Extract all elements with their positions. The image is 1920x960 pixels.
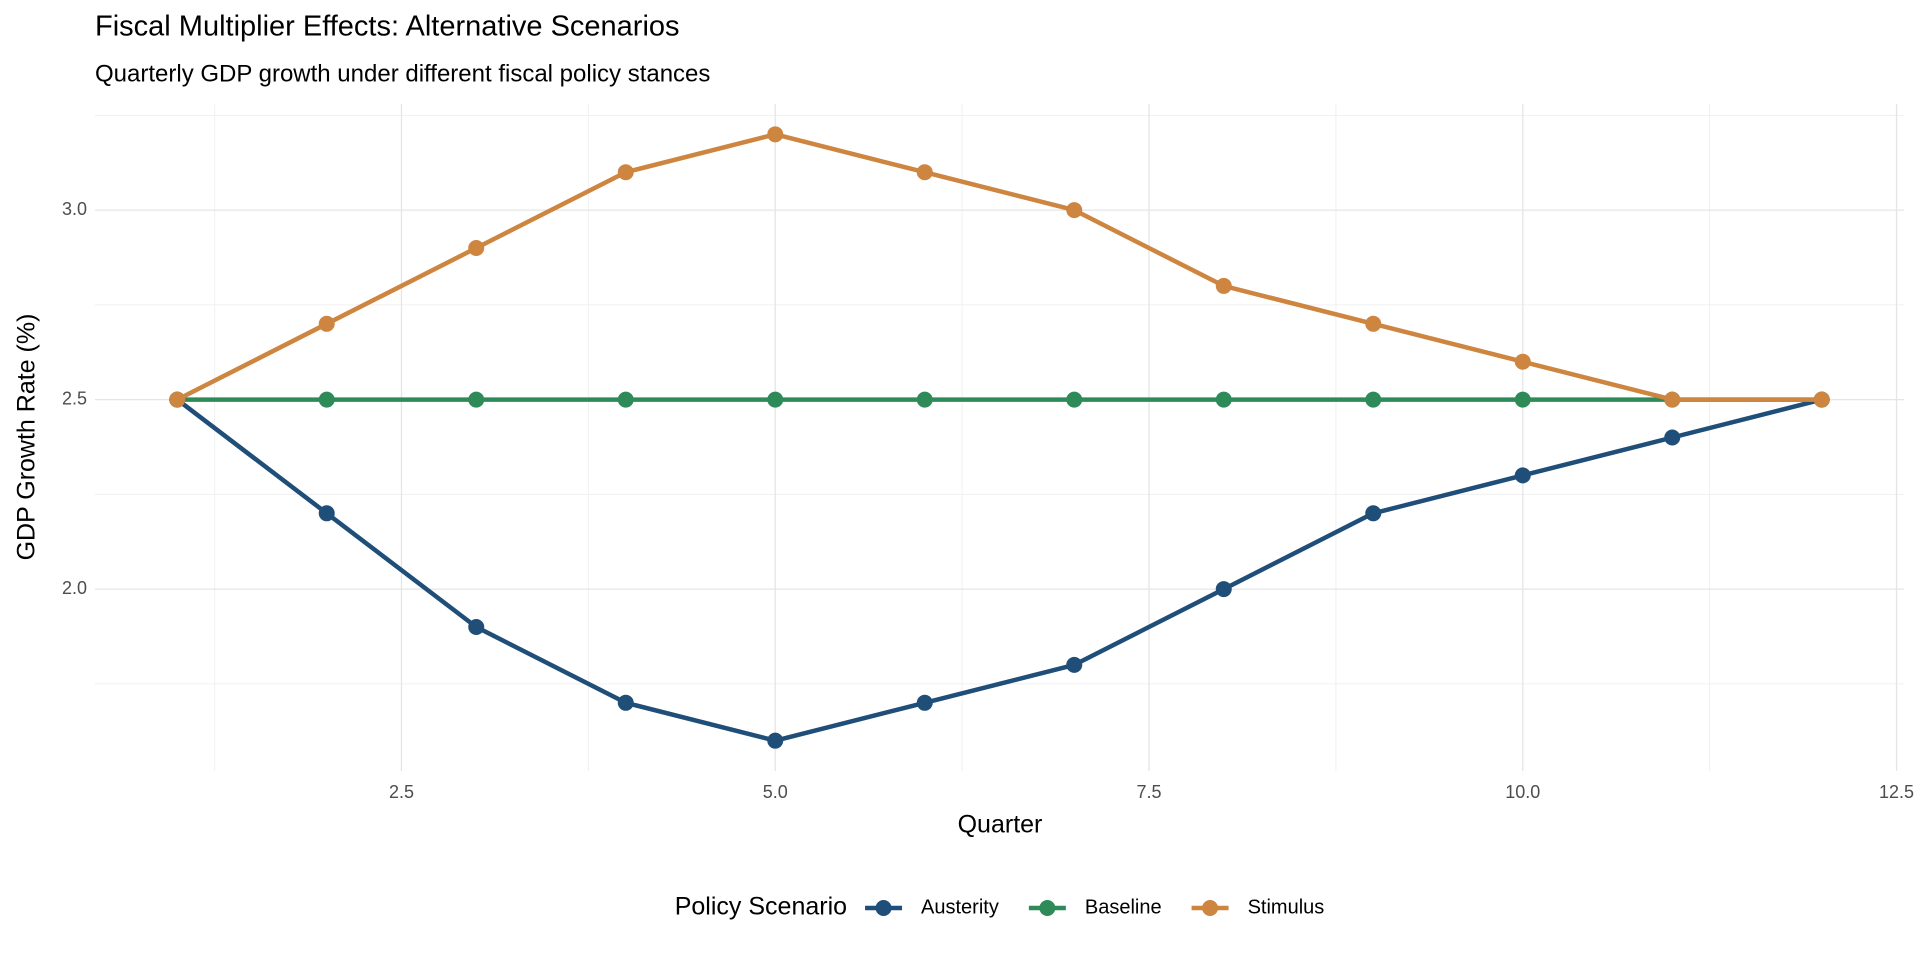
data-point bbox=[1514, 353, 1531, 370]
series-line bbox=[175, 397, 1823, 743]
chart-title: Fiscal Multiplier Effects: Alternative S… bbox=[95, 11, 680, 43]
data-point bbox=[617, 391, 634, 408]
data-point bbox=[468, 391, 485, 408]
y-axis-title: GDP Growth Rate (%) bbox=[13, 314, 41, 561]
plot-marks bbox=[169, 126, 1830, 749]
data-point bbox=[318, 391, 335, 408]
data-point bbox=[916, 391, 933, 408]
data-point bbox=[1813, 391, 1830, 408]
data-point bbox=[1066, 656, 1083, 673]
data-point bbox=[1514, 391, 1531, 408]
data-point bbox=[468, 240, 485, 257]
data-point bbox=[1365, 315, 1382, 332]
legend-label: Baseline bbox=[1085, 896, 1162, 918]
data-point bbox=[916, 694, 933, 711]
data-point bbox=[1066, 391, 1083, 408]
data-point bbox=[1365, 391, 1382, 408]
legend: Policy Scenario Austerity Baseline Stimulus bbox=[675, 893, 1325, 921]
series-line bbox=[176, 132, 1822, 402]
x-tick-label: 7.5 bbox=[1136, 782, 1161, 802]
x-axis-title: Quarter bbox=[958, 811, 1043, 839]
legend-label: Austerity bbox=[921, 896, 999, 918]
data-point bbox=[318, 505, 335, 522]
data-point bbox=[1664, 429, 1681, 446]
data-point bbox=[468, 618, 485, 635]
data-point bbox=[1514, 467, 1531, 484]
y-tick-label: 3.0 bbox=[62, 199, 87, 219]
data-point bbox=[1215, 277, 1232, 294]
x-tick-label: 2.5 bbox=[389, 782, 414, 802]
y-tick-label: 2.5 bbox=[62, 388, 87, 408]
chart-subtitle: Quarterly GDP growth under different fis… bbox=[95, 60, 710, 87]
x-tick-label: 10.0 bbox=[1505, 782, 1540, 802]
data-point bbox=[1664, 391, 1681, 408]
x-tick-label: 12.5 bbox=[1879, 782, 1914, 802]
data-point bbox=[1365, 505, 1382, 522]
data-point bbox=[767, 126, 784, 143]
data-point bbox=[318, 315, 335, 332]
legend-key-point bbox=[875, 900, 892, 916]
data-point bbox=[1215, 581, 1232, 598]
data-point bbox=[1215, 391, 1232, 408]
legend-key-point bbox=[1039, 900, 1056, 916]
legend-key-point bbox=[1202, 900, 1219, 916]
legend-title: Policy Scenario bbox=[675, 893, 847, 921]
data-point bbox=[617, 164, 634, 181]
y-tick-label: 2.0 bbox=[62, 578, 87, 598]
data-point bbox=[767, 732, 784, 749]
data-point bbox=[169, 391, 186, 408]
data-point bbox=[617, 694, 634, 711]
data-point bbox=[767, 391, 784, 408]
data-point bbox=[916, 164, 933, 181]
legend-label: Stimulus bbox=[1248, 896, 1325, 918]
x-tick-label: 5.0 bbox=[763, 782, 788, 802]
data-point bbox=[1066, 202, 1083, 219]
